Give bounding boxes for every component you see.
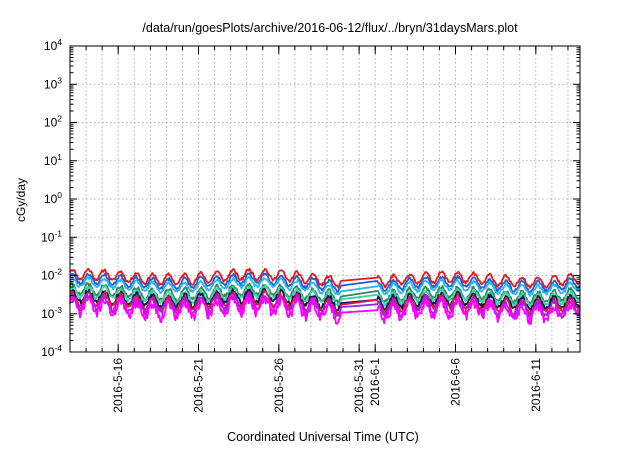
y-tick-label: 100 [44, 190, 62, 206]
series-line-3 [69, 276, 581, 297]
x-tick-label: 2016-6-11 [529, 358, 543, 412]
x-tick-label: 2016-5-21 [192, 358, 206, 413]
x-tick-label: 2016-6-1 [368, 358, 382, 406]
x-axis-label: Coordinated Universal Time (UTC) [227, 430, 419, 444]
y-tick-label: 104 [44, 37, 62, 53]
y-tick-label: 102 [44, 114, 62, 130]
y-tick-label: 10-3 [41, 305, 62, 321]
tick-layer: 10-4 10-3 10-2 10-1 100 101 102 103 104 2016-5-16… [41, 37, 580, 413]
series-line-2 [69, 272, 581, 293]
series-line-9 [69, 293, 581, 326]
y-axis-label: cGy/day [14, 178, 28, 222]
series-layer [69, 267, 581, 326]
y-tick-label: 10-1 [41, 228, 62, 244]
x-tick-label: 2016-6-6 [449, 358, 463, 406]
series-line-6 [69, 288, 581, 312]
x-tick-label: 2016-5-31 [352, 358, 366, 413]
x-tick-label: 2016-5-16 [111, 358, 125, 413]
y-tick-label: 101 [44, 152, 62, 168]
y-tick-label: 10-2 [41, 267, 62, 283]
chart-title: /data/run/goesPlots/archive/2016-06-12/f… [142, 21, 518, 35]
x-tick-label: 2016-5-26 [272, 358, 286, 413]
y-tick-label: 103 [44, 75, 62, 91]
series-line-1 [69, 267, 581, 289]
y-tick-label: 10-4 [41, 343, 62, 359]
